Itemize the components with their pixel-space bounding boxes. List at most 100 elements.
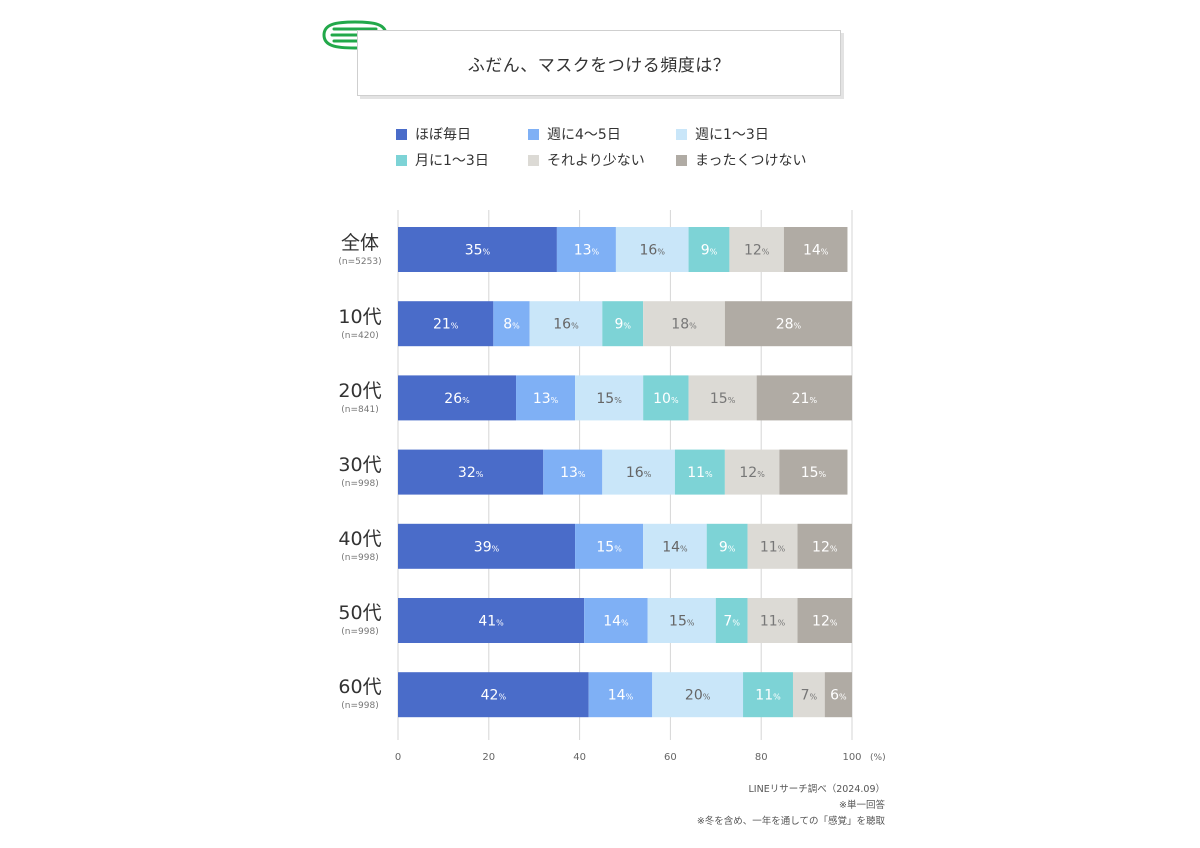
row-label-n: (n=998) (341, 553, 379, 563)
data-label: 21% (433, 317, 459, 333)
bar-segment (575, 375, 644, 421)
data-label: 16% (553, 317, 579, 333)
bar-segment (729, 227, 784, 272)
bar-segment (792, 672, 825, 718)
row-label-n: (n=998) (341, 701, 379, 711)
bar-segment (575, 523, 644, 569)
data-label: 21% (792, 391, 818, 407)
legend-swatch (396, 154, 407, 166)
bar-segment (615, 227, 689, 272)
x-tick-label: 20 (482, 752, 495, 763)
row-label-main: 10代 (338, 306, 382, 328)
bar-segment (398, 227, 557, 272)
legend-label: それより少ない (547, 153, 645, 169)
bar-segment (724, 449, 780, 495)
bar-segment (783, 227, 848, 272)
data-label: 11% (760, 614, 786, 630)
legend-item: 週に4～5日 (528, 124, 621, 144)
data-label: 15% (669, 614, 695, 630)
data-label: 8% (503, 317, 520, 333)
bar-segment (516, 375, 576, 421)
legend-label: 週に4～5日 (547, 127, 621, 143)
legend-label: 週に1～3日 (695, 127, 769, 143)
bar-segment (643, 523, 707, 569)
row-label-main: 40代 (338, 528, 382, 550)
row-label: 50代 (n=998) (330, 602, 390, 638)
legend-swatch (396, 128, 407, 140)
row-label-main: 全体 (340, 232, 379, 254)
x-axis-unit: (%) (870, 753, 886, 763)
bar-segment (398, 301, 494, 347)
data-label: 10% (653, 391, 679, 407)
bar-segment (643, 301, 725, 347)
bar-segment (652, 672, 744, 718)
row-label-main: 30代 (338, 454, 382, 476)
bar-segment (756, 375, 852, 421)
data-label: 41% (478, 614, 504, 630)
row-label-main: 50代 (338, 602, 382, 624)
legend-item: 週に1～3日 (676, 124, 769, 144)
data-label: 26% (444, 391, 470, 407)
legend: ほぼ毎日 週に4～5日 週に1～3日 月に1～3日 それより少ない まったくつけ… (396, 124, 856, 174)
legend-item: ほぼ毎日 (396, 124, 471, 144)
data-label: 9% (719, 539, 736, 555)
bar-segment (398, 598, 585, 643)
bar-segment (797, 598, 852, 643)
note-perception: ※冬を含め、一年を通しての「感覚」を聴取 (696, 816, 885, 827)
data-label: 12% (812, 614, 838, 630)
bar-segment (602, 449, 675, 495)
bar-segment (779, 449, 848, 495)
data-label: 12% (739, 465, 765, 481)
legend-label: 月に1～3日 (415, 153, 489, 169)
bar-segment (643, 375, 689, 421)
source-notes: LINEリサーチ調べ（2024.09） ※単一回答 ※冬を含め、一年を通しての「… (697, 782, 885, 830)
bar-segment (647, 598, 716, 643)
bar-segment (602, 301, 644, 347)
data-label: 15% (801, 465, 827, 481)
legend-label: まったくつけない (695, 153, 807, 169)
data-label: 32% (458, 465, 484, 481)
row-label: 20代 (n=841) (330, 380, 390, 416)
x-tick-label: 80 (755, 752, 768, 763)
legend-swatch (528, 154, 539, 166)
x-tick-label: 40 (573, 752, 586, 763)
data-label: 14% (603, 614, 629, 630)
bar-segment (715, 598, 748, 643)
bar-segment (543, 449, 603, 495)
row-label: 10代 (n=420) (330, 306, 390, 342)
legend-swatch (676, 128, 687, 140)
data-label: 39% (474, 539, 500, 555)
bar-segment (588, 672, 653, 718)
data-label: 13% (574, 243, 600, 259)
bar-segment (398, 523, 576, 569)
data-label: 35% (465, 243, 491, 259)
bar-segment (398, 449, 544, 495)
data-label: 12% (744, 243, 770, 259)
data-label: 11% (755, 688, 781, 704)
data-label: 42% (481, 688, 507, 704)
source-line: LINEリサーチ調べ（2024.09） (748, 784, 886, 795)
data-label: 18% (671, 317, 697, 333)
bar-segment (747, 598, 798, 643)
bar-segment (797, 523, 852, 569)
row-label: 60代 (n=998) (330, 676, 390, 712)
data-label: 15% (596, 539, 622, 555)
row-label: 40代 (n=998) (330, 528, 390, 564)
chart-title: ふだん、マスクをつける頻度は？ (467, 56, 731, 76)
data-label: 15% (710, 391, 736, 407)
row-label-n: (n=5253) (338, 257, 382, 267)
title-box: ふだん、マスクをつける頻度は？ (357, 30, 841, 96)
data-label: 9% (614, 317, 631, 333)
data-label: 9% (701, 243, 718, 259)
bar-segment (674, 449, 725, 495)
legend-swatch (528, 128, 539, 140)
data-label: 28% (776, 317, 802, 333)
row-label: 30代 (n=998) (330, 454, 390, 490)
data-label: 14% (608, 688, 634, 704)
row-label: 全体 (n=5253) (330, 232, 390, 268)
bar-segment (556, 227, 616, 272)
row-label-n: (n=998) (341, 627, 379, 637)
bar-segment (584, 598, 648, 643)
x-tick-label: 0 (395, 752, 401, 763)
